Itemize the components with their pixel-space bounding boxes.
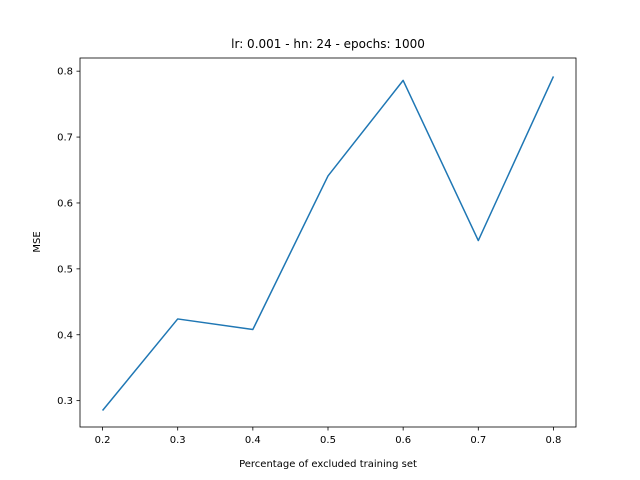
y-axis-label: MSE bbox=[32, 231, 43, 252]
y-tick-label: 0.5 bbox=[57, 264, 73, 275]
x-tick-label: 0.8 bbox=[546, 435, 562, 446]
y-tick-label: 0.3 bbox=[57, 396, 73, 407]
y-tick-label: 0.7 bbox=[57, 133, 73, 144]
y-axis: 0.3 0.4 0.5 0.6 0.7 0.8 bbox=[57, 67, 80, 407]
series-line bbox=[101, 76, 555, 412]
y-tick-label: 0.4 bbox=[57, 330, 73, 341]
x-axis: 0.2 0.3 0.4 0.5 0.6 0.7 0.8 bbox=[95, 427, 562, 446]
series-layer bbox=[101, 76, 555, 412]
x-tick-label: 0.4 bbox=[245, 435, 261, 446]
x-tick-label: 0.5 bbox=[320, 435, 336, 446]
x-tick-label: 0.3 bbox=[170, 435, 186, 446]
chart-title: lr: 0.001 - hn: 24 - epochs: 1000 bbox=[231, 37, 425, 51]
y-tick-label: 0.6 bbox=[57, 198, 73, 209]
x-tick-label: 0.6 bbox=[395, 435, 411, 446]
x-axis-label: Percentage of excluded training set bbox=[239, 459, 417, 470]
x-tick-label: 0.2 bbox=[95, 435, 111, 446]
x-tick-label: 0.7 bbox=[470, 435, 486, 446]
y-tick-label: 0.8 bbox=[57, 67, 73, 78]
plot-area-frame bbox=[79, 57, 577, 428]
